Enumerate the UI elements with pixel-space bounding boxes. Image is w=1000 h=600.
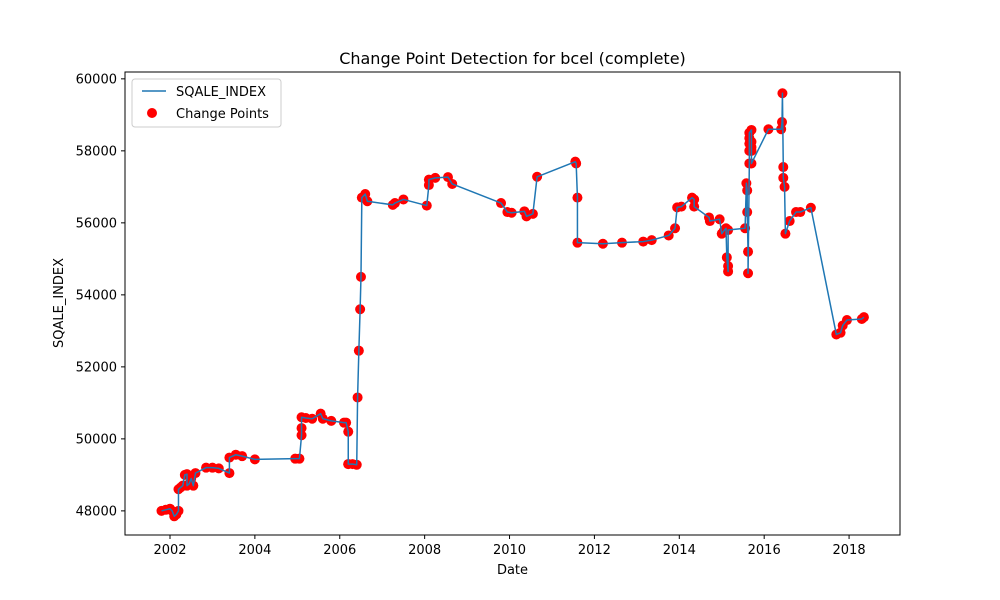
y-tick-label: 56000 [76,216,117,231]
y-axis-title: SQALE_INDEX [52,258,67,348]
y-tick-label: 54000 [76,288,117,303]
sqale-index-line [161,92,865,518]
chart-title: Change Point Detection for bcel (complet… [339,49,686,68]
x-tick-label: 2002 [153,543,186,558]
x-tick-label: 2010 [493,543,526,558]
legend-point-swatch [147,108,157,118]
x-tick-label: 2006 [323,543,356,558]
x-tick-label: 2016 [748,543,781,558]
plot-background [125,72,900,535]
change-point [858,312,869,323]
x-axis-title: Date [497,563,528,578]
y-tick-label: 60000 [76,72,117,87]
series-layer [156,88,869,522]
legend: SQALE_INDEX Change Points [131,78,282,128]
x-tick-label: 2008 [408,543,441,558]
x-tick-label: 2012 [578,543,611,558]
plot-area [124,71,901,536]
x-tick-label: 2004 [238,543,271,558]
y-tick-label: 58000 [76,144,117,159]
y-tick-label: 50000 [76,432,117,447]
y-tick-label: 48000 [76,504,117,519]
legend-box [131,78,282,128]
plot-frame [124,71,901,536]
x-tick-label: 2014 [663,543,696,558]
legend-label-sqale-index: SQALE_INDEX [176,85,266,100]
y-tick-label: 52000 [76,360,117,375]
legend-label-change-points: Change Points [176,107,269,122]
y-axis: 48000 50000 52000 54000 56000 58000 60000 [76,72,125,519]
x-tick-label: 2018 [833,543,866,558]
x-axis: 2002 2004 2006 2008 2010 2012 2014 2016 2018 [153,535,866,558]
